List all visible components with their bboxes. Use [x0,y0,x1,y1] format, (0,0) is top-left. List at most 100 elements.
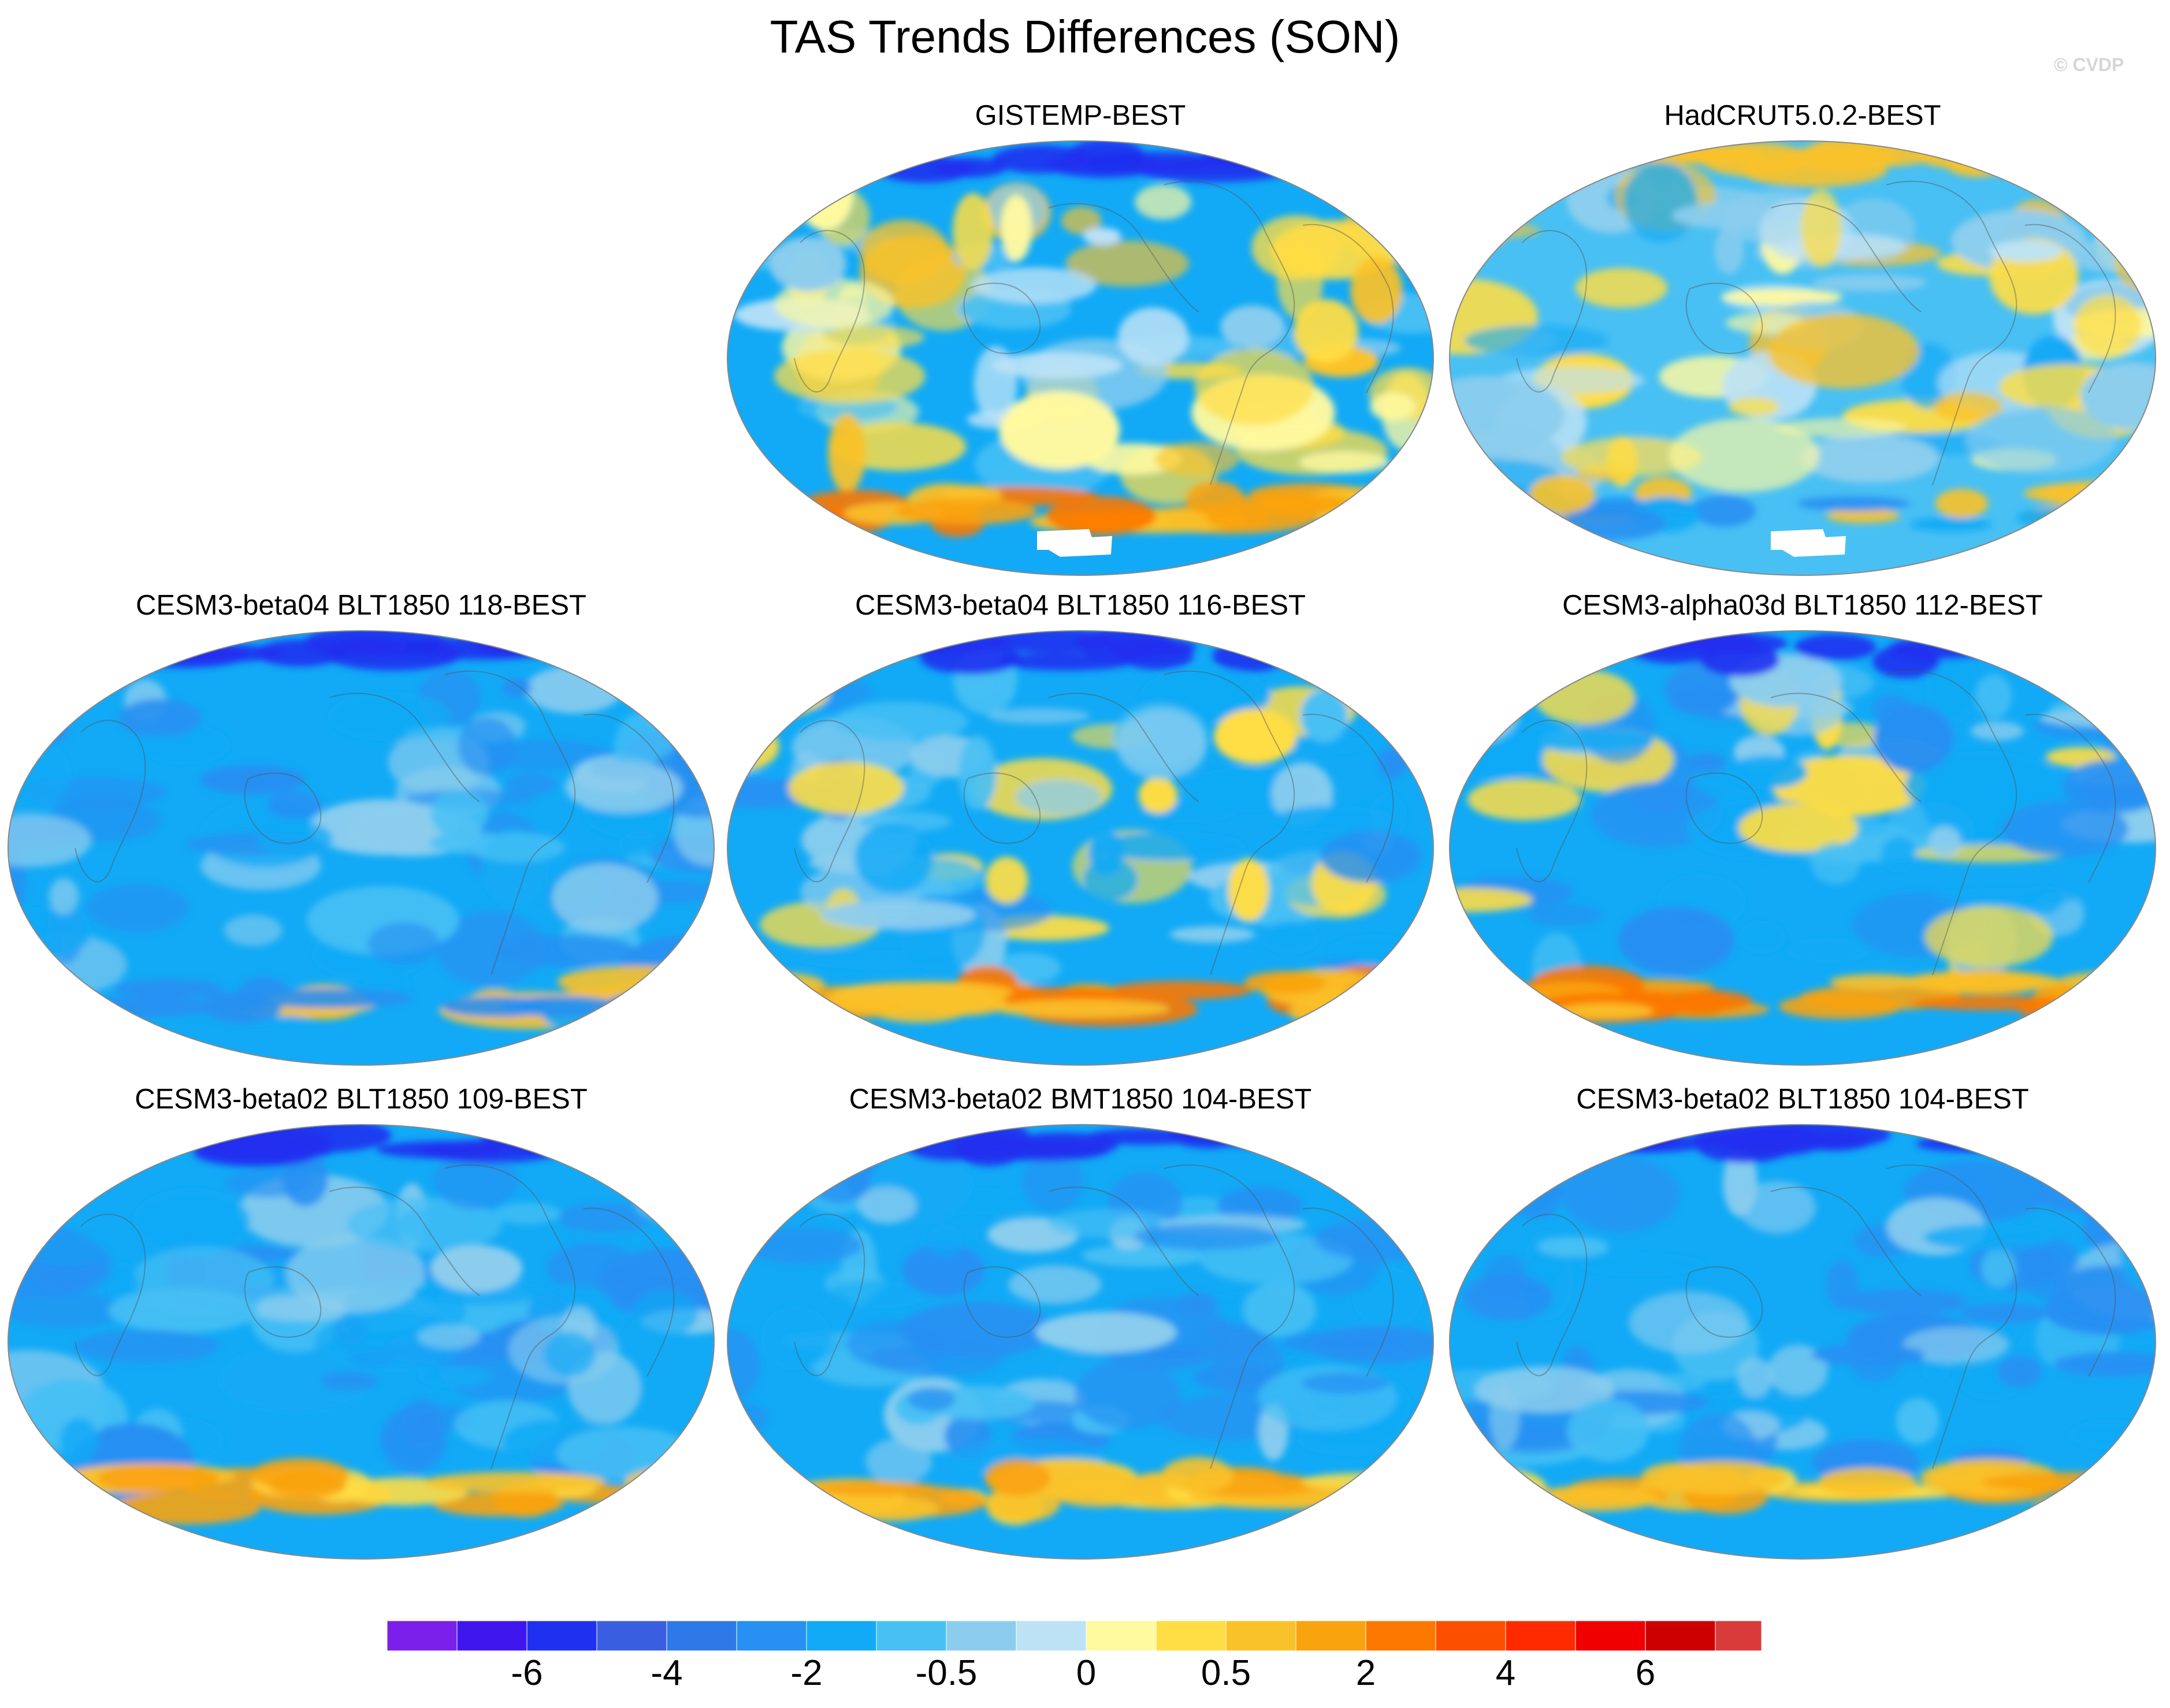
anomaly-patch [1618,907,1734,975]
anomaly-patch [908,1387,955,1412]
colorbar-tick-label: 4 [1448,1653,1563,1694]
colorbar-frame [387,1621,1855,1651]
anomaly-patch [972,267,1097,303]
anomaly-patch [2040,709,2158,727]
southern-ocean-patch [601,996,655,1025]
colorbar-tick-label: 0.5 [1168,1653,1284,1694]
anomaly-patch [2095,1179,2158,1207]
panel-title: CESM3-beta02 BMT1850 104-BEST [725,1082,1436,1117]
anomaly-patch [502,678,532,697]
arctic-patch [482,1123,593,1151]
arctic-patch [1073,152,1233,172]
southern-ocean-patch [811,1481,937,1495]
arctic-patch [1086,1129,1203,1145]
colorbar-swatch [1715,1621,1785,1651]
anomaly-patch [1728,397,1780,416]
anomaly-patch [76,1330,220,1363]
anomaly-patch [1998,1356,2042,1387]
southern-ocean-patch [1529,475,1595,514]
arctic-patch [1721,1125,1826,1156]
anomaly-patch [797,153,854,230]
anomaly-patch [774,349,925,404]
colorbar-swatch [807,1621,876,1651]
southern-ocean-patch [6,997,64,1013]
southern-ocean-patch [600,1488,716,1527]
anomaly-patch [1134,1224,1279,1251]
colorbar-swatch [1785,1621,1855,1651]
anomaly-patch [544,1332,596,1376]
anomaly-patch [1490,1385,1520,1450]
anomaly-patch [1260,921,1320,954]
anomaly-patch [1228,858,1269,921]
anomaly-patch [1001,195,1032,261]
colorbar-swatch [1296,1621,1366,1651]
anomaly-patch [1282,1331,1407,1355]
anomaly-patch [1629,1292,1748,1354]
anomaly-patch [525,666,623,713]
southern-ocean-patch [1818,1468,1917,1497]
southern-ocean-patch [994,999,1170,1018]
anomaly-patch [1660,1372,1707,1391]
anomaly-patch [2038,1182,2150,1214]
southern-ocean-patch [1830,974,1920,989]
anomaly-patch [6,688,86,717]
colorbar-tick-label: 2 [1308,1653,1424,1694]
colorbar-swatch [1436,1621,1506,1651]
southern-ocean-patch [1046,496,1156,535]
southern-ocean-patch [1370,1470,1436,1485]
colorbar-swatch [1366,1621,1436,1651]
anomaly-patch [1872,695,1911,723]
panel-title: CESM3-beta04 BLT1850 118-BEST [6,588,716,623]
anomaly-patch [847,1320,948,1370]
southern-ocean-patch [834,1496,939,1521]
southern-ocean-patch [1779,994,1902,1019]
anomaly-patch [1083,228,1121,244]
anomaly-patch [1800,434,1939,483]
anomaly-patch [1669,418,1819,492]
anomaly-patch [1088,830,1124,876]
anomaly-patch [857,1186,916,1223]
southern-ocean-patch [1657,1461,1786,1494]
southern-ocean-patch [1244,971,1326,994]
anomaly-patch [1562,1156,1679,1233]
anomaly-patch [1378,747,1408,778]
anomaly-patch [2074,295,2142,358]
colorbar-swatch [876,1621,946,1651]
southern-ocean-patch [1459,503,1520,526]
anomaly-patch [1462,1274,1552,1321]
anomaly-patch [29,1237,113,1295]
southern-ocean-patch [1981,1472,2146,1492]
anomaly-patch [1715,226,1744,274]
southern-ocean-patch [895,498,1037,524]
world-map [1447,139,2158,578]
southern-ocean-patch [1560,507,1666,540]
map-panel: CESM3-beta02 BMT1850 104-BEST [725,1082,1436,1570]
southern-ocean-patch [662,968,716,999]
southern-ocean-patch [2100,483,2158,513]
anomaly-patch [1481,166,1514,245]
world-map [6,1122,716,1561]
southern-ocean-patch [1162,1457,1233,1494]
southern-ocean-patch [1447,1499,1533,1516]
southern-ocean-patch [1447,488,1480,516]
southern-ocean-patch [2105,498,2154,527]
colorbar-swatch [597,1621,667,1651]
anomaly-patch [770,237,846,291]
panel-title: CESM3-alpha03d BLT1850 112-BEST [1447,588,2158,623]
anomaly-patch [745,1227,863,1264]
anomaly-patch [1528,904,1602,926]
anomaly-patch [733,172,815,229]
arctic-patch [1916,1135,2038,1152]
anomaly-patch [1194,349,1314,425]
anomaly-patch [86,884,189,932]
world-map [725,139,1436,578]
anomaly-patch [551,863,658,933]
anomaly-patch [1465,325,1608,356]
anomaly-patch [1801,189,1841,268]
anomaly-patch [6,712,56,746]
southern-ocean-patch [6,1475,90,1496]
anomaly-patch [1923,1224,2056,1251]
anomaly-patch [430,1245,522,1292]
anomaly-patch [1670,688,1734,715]
anomaly-patch [132,1188,250,1256]
